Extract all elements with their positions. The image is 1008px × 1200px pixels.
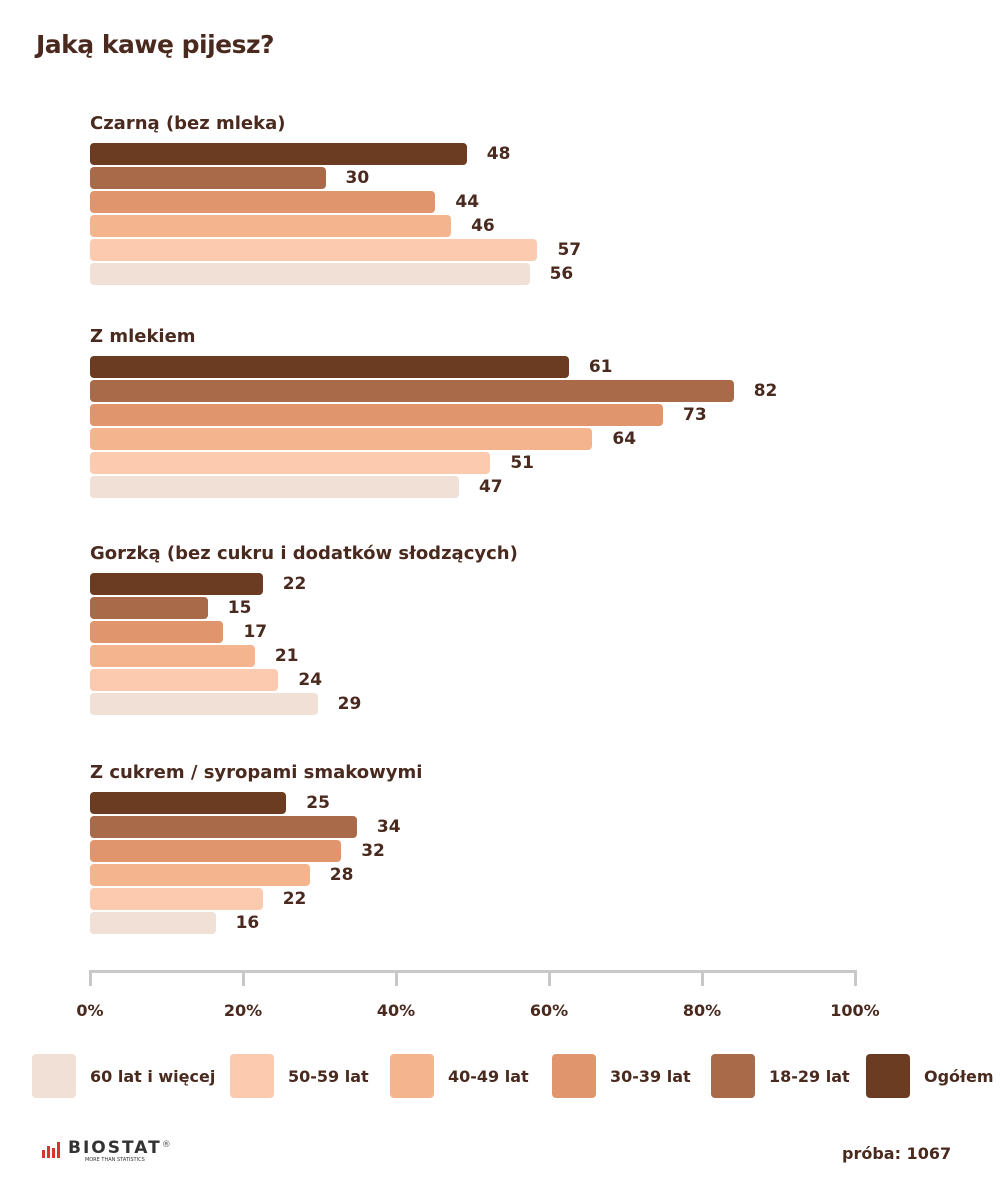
data-label: 16 bbox=[235, 913, 260, 933]
data-label: 32 bbox=[361, 841, 385, 861]
group-title: Czarną (bez mleka) bbox=[90, 113, 286, 134]
biostat-logo: BIOSTAT MORE THAN STATISTICS ® bbox=[42, 1140, 171, 1163]
data-label: 22 bbox=[282, 574, 307, 594]
bar bbox=[90, 912, 216, 934]
bar bbox=[90, 693, 318, 715]
legend-item: 30-39 lat bbox=[552, 1054, 691, 1098]
data-label: 15 bbox=[227, 598, 252, 618]
bar-logo-icon bbox=[42, 1142, 60, 1158]
legend-item: 60 lat i więcej bbox=[32, 1054, 215, 1098]
x-tick bbox=[854, 970, 857, 986]
bar bbox=[90, 840, 342, 862]
x-tick-label: 80% bbox=[682, 1001, 722, 1020]
legend-item: Ogółem bbox=[866, 1054, 994, 1098]
legend-label: Ogółem bbox=[924, 1066, 994, 1086]
legend-swatch bbox=[866, 1054, 910, 1098]
bar bbox=[90, 816, 357, 838]
x-axis bbox=[89, 970, 856, 973]
legend-item: 50-59 lat bbox=[230, 1054, 369, 1098]
logo-tagline: MORE THAN STATISTICS bbox=[84, 1157, 145, 1163]
data-label: 21 bbox=[274, 646, 299, 666]
bar bbox=[90, 888, 263, 910]
data-label: 17 bbox=[243, 622, 268, 642]
legend-swatch bbox=[390, 1054, 434, 1098]
sample-size: próba: 1067 bbox=[842, 1144, 952, 1163]
legend-swatch bbox=[552, 1054, 596, 1098]
x-tick-label: 20% bbox=[223, 1001, 263, 1020]
group-title: Gorzką (bez cukru i dodatków słodzących) bbox=[90, 543, 518, 564]
group-title: Z mlekiem bbox=[90, 326, 196, 347]
bar bbox=[90, 143, 467, 165]
data-label: 28 bbox=[329, 865, 354, 885]
data-label: 64 bbox=[612, 429, 637, 449]
bar bbox=[90, 669, 279, 691]
legend-label: 50-59 lat bbox=[288, 1066, 369, 1086]
bar bbox=[90, 476, 459, 498]
x-tick-label: 60% bbox=[529, 1001, 569, 1020]
group-title: Z cukrem / syropami smakowymi bbox=[90, 762, 423, 783]
data-label: 51 bbox=[510, 453, 535, 473]
legend-item: 18-29 lat bbox=[711, 1054, 850, 1098]
x-tick bbox=[242, 970, 245, 986]
x-tick-label: 100% bbox=[830, 1001, 880, 1020]
data-label: 34 bbox=[376, 817, 401, 837]
chart-title: Jaką kawę pijesz? bbox=[36, 30, 275, 59]
data-label: 61 bbox=[588, 357, 613, 377]
data-label: 47 bbox=[478, 477, 503, 497]
x-tick bbox=[89, 970, 92, 986]
legend-label: 30-39 lat bbox=[610, 1066, 691, 1086]
x-tick bbox=[701, 970, 704, 986]
legend-label: 40-49 lat bbox=[448, 1066, 529, 1086]
bar bbox=[90, 792, 287, 814]
bar bbox=[90, 573, 263, 595]
bar bbox=[90, 263, 530, 285]
data-label: 82 bbox=[753, 381, 778, 401]
data-label: 22 bbox=[282, 889, 307, 909]
data-label: 30 bbox=[345, 168, 370, 188]
bar bbox=[90, 380, 734, 402]
legend-item: 40-49 lat bbox=[390, 1054, 529, 1098]
data-label: 48 bbox=[486, 144, 511, 164]
data-label: 73 bbox=[683, 405, 707, 425]
bar bbox=[90, 191, 436, 213]
x-tick bbox=[395, 970, 398, 986]
legend-swatch bbox=[230, 1054, 274, 1098]
bar bbox=[90, 404, 664, 426]
data-label: 56 bbox=[549, 264, 574, 284]
data-label: 29 bbox=[337, 694, 362, 714]
x-tick bbox=[548, 970, 551, 986]
legend-swatch bbox=[32, 1054, 76, 1098]
bar bbox=[90, 215, 452, 237]
bar bbox=[90, 428, 593, 450]
x-tick-label: 40% bbox=[376, 1001, 416, 1020]
bar bbox=[90, 167, 326, 189]
bar bbox=[90, 864, 310, 886]
bar bbox=[90, 645, 255, 667]
bar bbox=[90, 239, 538, 261]
logo-text: BIOSTAT bbox=[68, 1138, 162, 1158]
data-label: 24 bbox=[298, 670, 323, 690]
x-tick-label: 0% bbox=[76, 1001, 104, 1020]
legend-swatch bbox=[711, 1054, 755, 1098]
data-label: 44 bbox=[455, 192, 480, 212]
data-label: 57 bbox=[557, 240, 582, 260]
bar bbox=[90, 597, 208, 619]
bar bbox=[90, 621, 224, 643]
bar bbox=[90, 356, 569, 378]
legend-label: 60 lat i więcej bbox=[90, 1066, 216, 1086]
data-label: 25 bbox=[306, 793, 330, 813]
data-label: 46 bbox=[471, 216, 495, 236]
legend-label: 18-29 lat bbox=[769, 1066, 850, 1086]
bar bbox=[90, 452, 491, 474]
